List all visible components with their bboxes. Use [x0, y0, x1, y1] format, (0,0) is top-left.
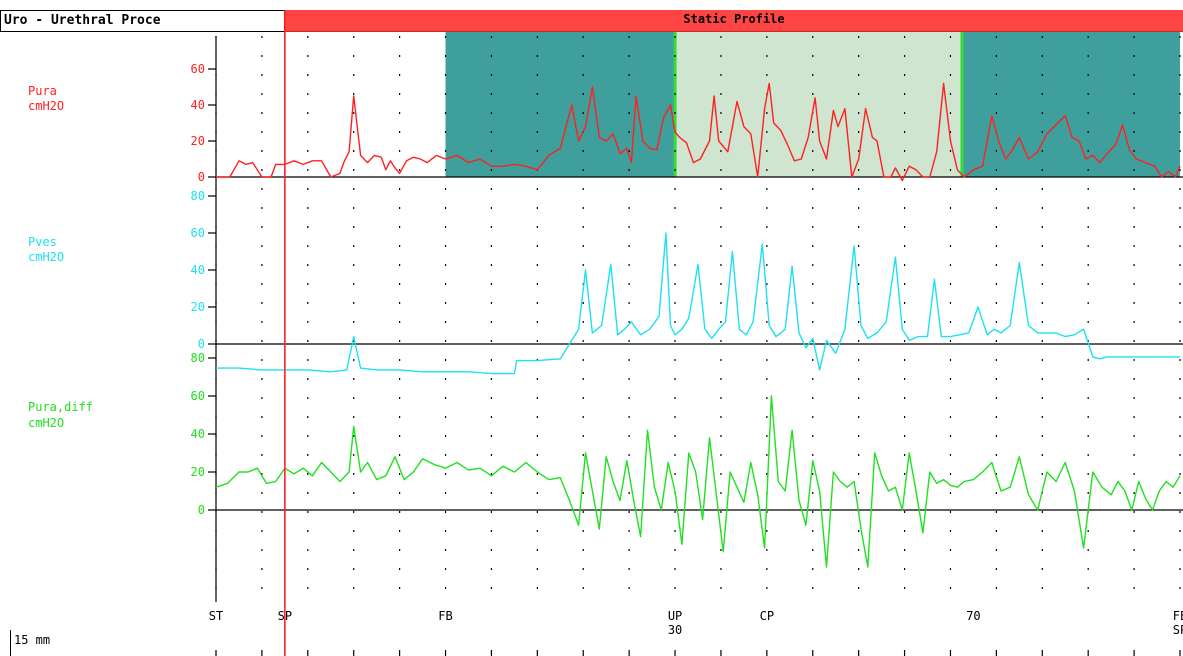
pura-diff-channel-unit: cmH2O	[28, 416, 65, 430]
y-tick-label: 60	[191, 226, 205, 240]
marker-label: ST	[209, 609, 223, 623]
y-tick-label: 60	[191, 389, 205, 403]
pves-channel-unit: cmH2O	[28, 250, 65, 264]
marker-sublabel: SP	[1173, 623, 1183, 637]
marker-label: FB	[438, 609, 452, 623]
window-title: Uro - Urethral Proce	[0, 10, 285, 32]
static-region-1	[675, 32, 962, 177]
y-tick-label: 0	[198, 503, 205, 517]
static-region-2	[961, 32, 1180, 177]
scale-label: 15 mm	[14, 633, 51, 647]
y-tick-label: 80	[191, 189, 205, 203]
y-tick-label: 80	[191, 351, 205, 365]
marker-sublabel: 30	[668, 623, 682, 637]
y-tick-label: 40	[191, 263, 205, 277]
pura-channel-unit: cmH2O	[28, 99, 65, 113]
pura-diff-channel-name: Pura,diff	[28, 400, 94, 414]
scale-bar	[10, 630, 11, 656]
y-tick-label: 20	[191, 134, 205, 148]
y-tick-label: 20	[191, 465, 205, 479]
static-profile-bar[interactable]: Static Profile	[285, 10, 1183, 32]
y-tick-label: 20	[191, 300, 205, 314]
marker-label: UP	[668, 609, 682, 623]
marker-label: 70	[966, 609, 980, 623]
marker-label: FE	[1173, 609, 1183, 623]
series-pves-line	[216, 232, 1180, 375]
pura-channel-name: Pura	[28, 84, 57, 98]
series-pura-diff-line	[215, 395, 1181, 568]
y-tick-label: 40	[191, 427, 205, 441]
marker-label: CP	[760, 609, 774, 623]
y-tick-label: 40	[191, 98, 205, 112]
static-profile-label: Static Profile	[683, 12, 785, 26]
series-pura-line	[216, 82, 1181, 182]
pves-channel-name: Pves	[28, 235, 57, 249]
y-tick-label: 0	[198, 337, 205, 351]
y-tick-label: 60	[191, 62, 205, 76]
event-markers: STSPFBUP30CP70FESP	[209, 609, 1183, 637]
static-region-0	[445, 32, 676, 177]
y-tick-label: 0	[198, 170, 205, 184]
